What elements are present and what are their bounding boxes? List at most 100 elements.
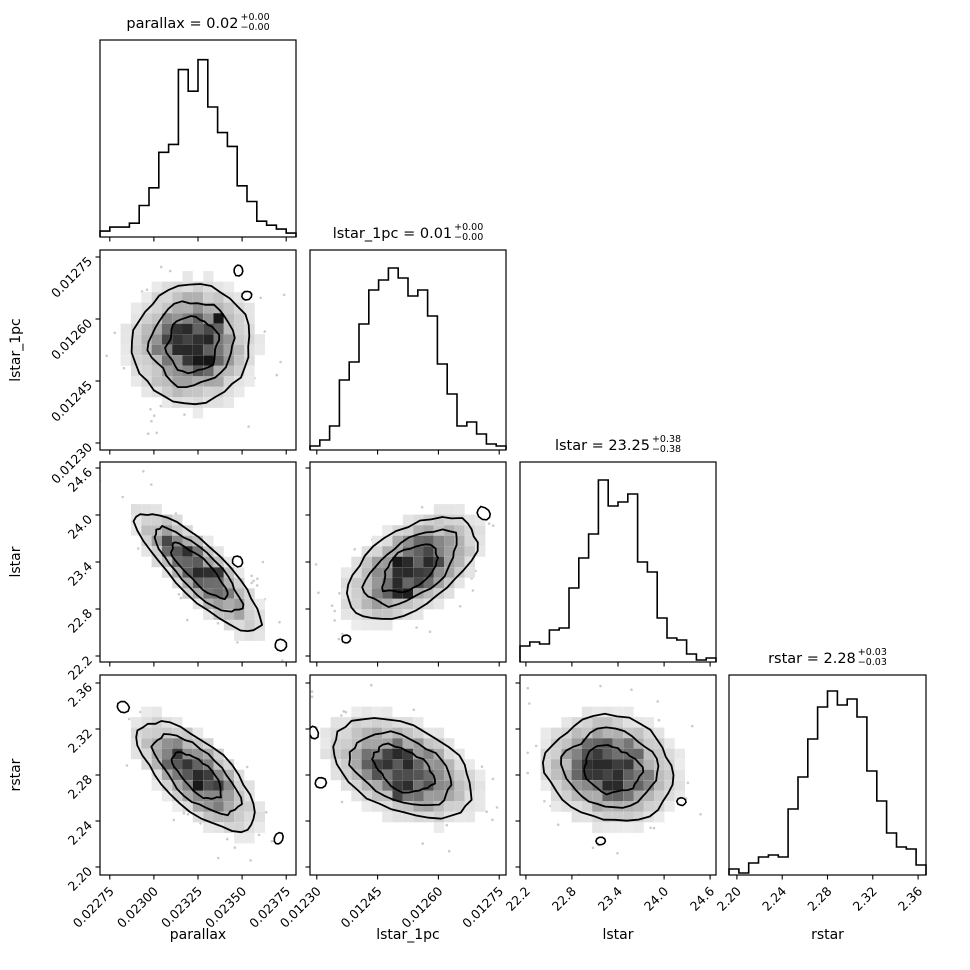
density-cell xyxy=(592,727,603,739)
sample-dot xyxy=(255,584,259,587)
density-cell xyxy=(351,759,362,770)
sample-dot xyxy=(186,618,189,622)
density-cell xyxy=(550,780,562,791)
density-cell xyxy=(141,525,152,536)
y-tick-label: 24.0 xyxy=(65,511,95,541)
x-tick-label: 23.4 xyxy=(595,883,625,913)
uncertainty-stack: +0.00 −0.00 xyxy=(454,223,483,243)
density-cell xyxy=(664,790,675,802)
density-cell xyxy=(475,780,486,791)
density-cell xyxy=(244,355,255,366)
density-cell xyxy=(223,780,235,791)
density-cell xyxy=(413,717,424,728)
density-cell xyxy=(413,609,424,620)
sample-dot xyxy=(282,293,286,297)
density-cell xyxy=(340,738,352,749)
density-cell xyxy=(203,535,214,547)
density-cell xyxy=(141,748,152,760)
density-cell xyxy=(464,759,475,770)
density-cell xyxy=(203,292,214,303)
sample-dot xyxy=(528,702,531,705)
density-cell xyxy=(203,769,214,781)
density-cell xyxy=(234,313,245,324)
density-cell xyxy=(172,738,183,749)
y-axis-label-rstar: rstar xyxy=(8,758,24,791)
density-cell xyxy=(330,759,341,770)
density-cell xyxy=(151,748,162,760)
density-cell xyxy=(550,727,562,739)
density-cell xyxy=(392,769,403,781)
density-cell xyxy=(392,738,403,749)
density-cell xyxy=(223,759,235,770)
density-cell xyxy=(213,811,224,823)
density-cell xyxy=(664,769,675,781)
density-cell xyxy=(612,801,624,812)
density-cell xyxy=(382,717,393,728)
contour-line xyxy=(583,744,645,796)
sample-dot xyxy=(333,619,336,622)
density-cell xyxy=(581,717,593,728)
density-cell xyxy=(192,727,204,739)
density-cell xyxy=(351,706,362,718)
density-cell xyxy=(192,759,204,770)
sample-dot xyxy=(137,547,140,550)
sample-dot xyxy=(278,620,281,624)
density-cell xyxy=(561,801,572,812)
density-cell xyxy=(151,365,162,377)
density-cell xyxy=(571,717,582,728)
density-cell xyxy=(623,780,634,791)
density-cell xyxy=(433,556,445,568)
sample-dot xyxy=(543,799,546,803)
density-cell xyxy=(561,759,572,770)
density-cell xyxy=(475,801,486,812)
density-cell xyxy=(151,514,162,526)
density-cell xyxy=(213,397,224,408)
density-cell xyxy=(234,334,245,345)
density-cell xyxy=(151,706,162,718)
density-cell xyxy=(433,748,445,760)
density-cell xyxy=(674,769,685,781)
sample-dot xyxy=(149,408,152,411)
density-cell xyxy=(172,302,183,314)
density-cell xyxy=(223,769,235,781)
density-panel-lstar_1pc-vs-rstar xyxy=(310,675,506,875)
density-cell xyxy=(581,738,593,749)
density-cell xyxy=(161,386,173,398)
density-cell xyxy=(402,577,414,589)
density-cell xyxy=(454,546,465,557)
density-cell xyxy=(561,748,572,760)
density-cell xyxy=(654,769,665,781)
density-cell xyxy=(254,598,265,610)
density-cell xyxy=(371,748,383,760)
density-cell xyxy=(223,811,235,823)
sample-dot xyxy=(236,641,239,644)
density-cell xyxy=(182,738,193,749)
density-cell xyxy=(413,801,424,812)
density-cell xyxy=(392,790,403,802)
density-cell xyxy=(444,780,455,791)
density-cell xyxy=(213,801,224,812)
density-cell xyxy=(320,748,331,760)
density-cell xyxy=(402,727,414,739)
density-cell xyxy=(172,365,183,377)
density-cell xyxy=(361,727,372,739)
density-cell xyxy=(633,748,644,760)
sample-dot xyxy=(264,811,268,814)
density-cell xyxy=(351,556,362,568)
sample-dot xyxy=(122,366,126,370)
density-cell xyxy=(602,769,613,781)
sample-dot xyxy=(261,560,265,564)
density-cell xyxy=(141,717,152,728)
contour-line xyxy=(130,283,251,406)
sample-dot xyxy=(526,771,529,775)
density-cell xyxy=(340,598,352,610)
sample-dot xyxy=(314,563,318,566)
density-cell xyxy=(581,727,593,739)
density-cell xyxy=(213,344,224,356)
density-cell xyxy=(444,790,455,802)
sample-dot xyxy=(412,708,416,712)
density-cell xyxy=(444,535,455,547)
sample-dot xyxy=(310,690,314,693)
density-cell xyxy=(454,577,465,589)
